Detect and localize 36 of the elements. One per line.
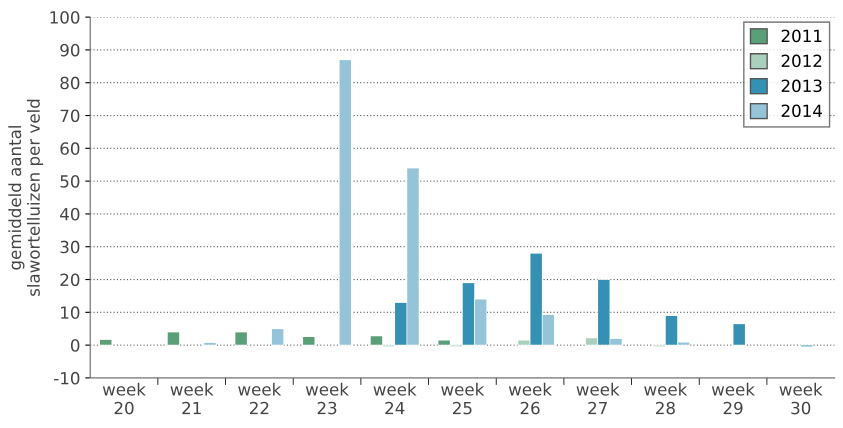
- legend-label: 2014: [782, 104, 822, 118]
- y-tick-label: 30: [60, 240, 80, 254]
- bar: [204, 342, 216, 346]
- x-tick-label: week 30: [780, 382, 823, 414]
- bar: [166, 332, 180, 346]
- x-tick-label: week 21: [170, 382, 214, 414]
- y-tick-label: 20: [60, 273, 80, 286]
- x-tick-label: week 22: [238, 382, 282, 414]
- x-tick-label: week 26: [508, 382, 552, 414]
- x-tick-label: week 20: [102, 382, 146, 414]
- bar: [271, 328, 284, 346]
- y-tick-label: 0: [70, 339, 80, 352]
- x-tick-label: week 23: [306, 382, 349, 414]
- y-axis-title: gemiddeld aantal slawortelluizen per veld: [8, 100, 44, 296]
- bar: [302, 336, 316, 346]
- y-tick-label: 90: [60, 44, 80, 56]
- x-tick-label: week 25: [441, 382, 484, 414]
- x-tick-label: week 28: [644, 382, 688, 414]
- x-tick-label: week 27: [576, 382, 620, 414]
- y-tick-label: 100: [50, 11, 80, 24]
- x-tick-label: week 29: [712, 382, 755, 414]
- x-tick-label: week 24: [374, 382, 417, 414]
- y-tick-label: 70: [60, 109, 80, 122]
- y-tick-label: 10: [61, 306, 80, 319]
- y-tick-label: -10: [54, 372, 80, 384]
- bar: [234, 332, 248, 346]
- y-tick-label: 60: [60, 142, 80, 155]
- legend-label: 2011: [782, 30, 822, 42]
- legend-label: 2012: [782, 54, 822, 68]
- y-tick-label: 50: [60, 175, 80, 188]
- y-tick-label: 80: [60, 76, 80, 90]
- legend-label: 2013: [782, 80, 822, 92]
- bar: [732, 323, 746, 346]
- bar: [99, 339, 112, 346]
- y-tick-label: 40: [60, 208, 80, 220]
- bar: [338, 59, 352, 346]
